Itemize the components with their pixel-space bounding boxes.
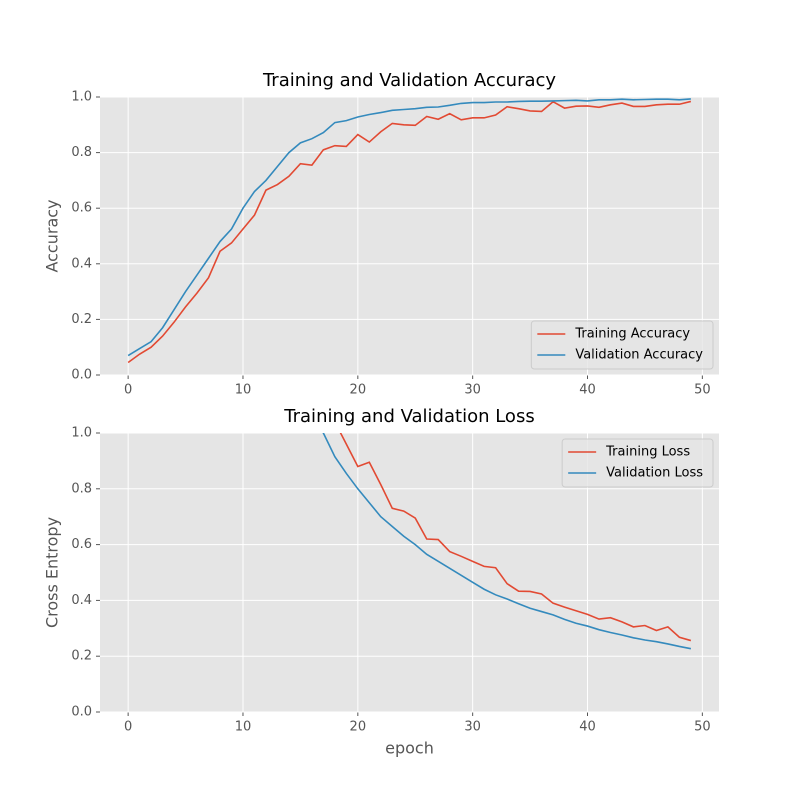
x-tick-label: 50: [694, 383, 711, 398]
x-tick-label: 30: [464, 383, 481, 398]
series-line: [339, 433, 692, 642]
x-tick-label: 0: [124, 383, 132, 398]
legend-box: [561, 438, 714, 488]
x-tick-label: 40: [579, 383, 596, 398]
legend-label: Validation Accuracy: [575, 348, 703, 363]
y-tick-label: 0.2: [71, 312, 92, 327]
x-tick-label: 20: [350, 383, 367, 398]
x-tick-label: 10: [235, 720, 252, 735]
y-tick-label: 0.6: [71, 537, 92, 552]
y-tick-label: 1.0: [71, 90, 92, 105]
legend-label: Validation Loss: [606, 466, 703, 481]
chart-title: Training and Validation Loss: [283, 406, 534, 427]
y-axis-label: Cross Entropy: [43, 517, 62, 628]
legend-box: [530, 320, 714, 370]
y-tick-label: 0.4: [71, 593, 92, 608]
y-tick-label: 1.0: [71, 426, 92, 441]
x-tick-label: 30: [464, 720, 481, 735]
x-axis-label: epoch: [385, 739, 434, 758]
y-tick-label: 0.2: [71, 649, 92, 664]
series-line: [127, 98, 691, 357]
x-tick-label: 40: [579, 720, 596, 735]
y-tick-label: 0.0: [71, 705, 92, 720]
y-tick-label: 0.6: [71, 201, 92, 216]
x-tick-label: 10: [235, 383, 252, 398]
y-tick-label: 0.8: [71, 481, 92, 496]
y-axis-label: Accuracy: [43, 199, 62, 272]
x-tick-label: 50: [694, 720, 711, 735]
y-tick-label: 0.8: [71, 145, 92, 160]
chart-title: Training and Validation Accuracy: [262, 70, 556, 91]
y-tick-label: 0.0: [71, 368, 92, 383]
y-tick-label: 0.4: [71, 256, 92, 271]
legend-label: Training Accuracy: [574, 327, 690, 342]
series-line: [127, 100, 692, 364]
legend-label: Training Loss: [605, 445, 690, 460]
x-tick-label: 0: [124, 720, 132, 735]
series-line: [322, 433, 692, 650]
x-tick-label: 20: [350, 720, 367, 735]
